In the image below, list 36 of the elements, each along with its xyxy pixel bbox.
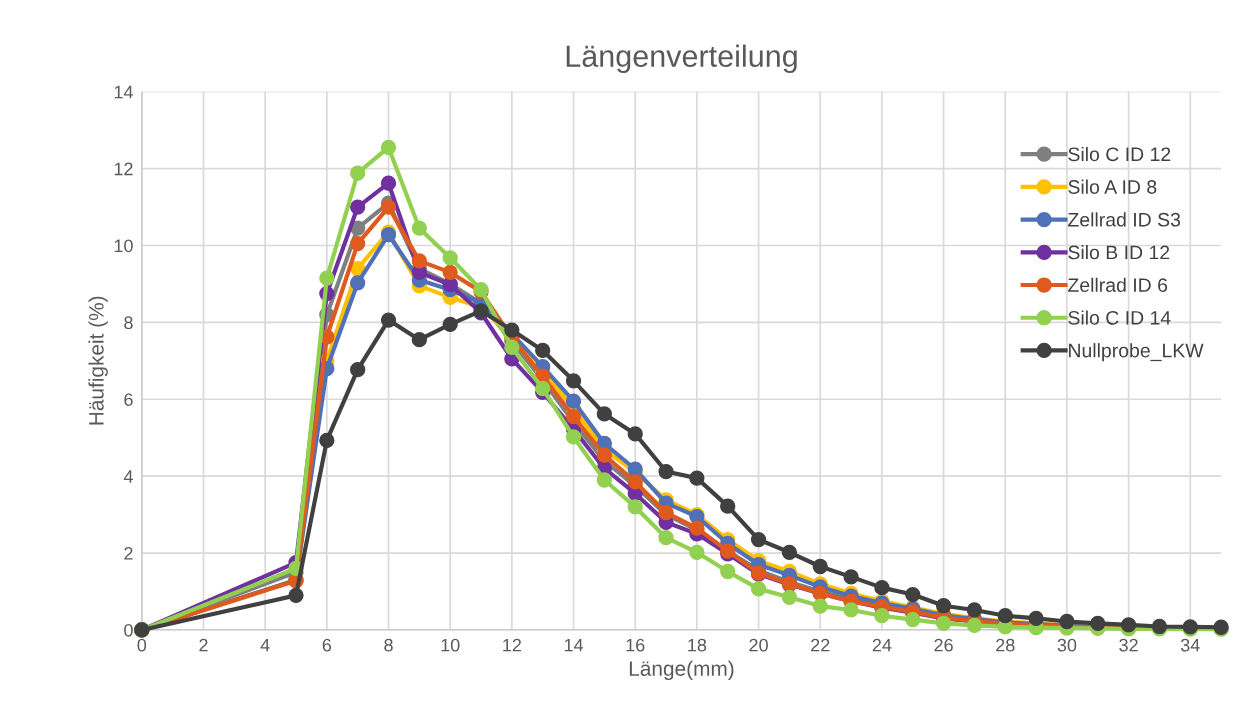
chart-title: Längenverteilung [566,44,797,74]
y-tick-label: 14 [114,85,133,99]
x-tick-label: 10 [441,638,460,652]
legend-label: Zellrad ID S3 [1068,212,1181,227]
legend-label: Silo A ID 8 [1068,179,1157,194]
y-tick-label: 0 [124,623,133,637]
legend-label: Zellrad ID 6 [1068,277,1168,293]
x-tick-label: 6 [322,638,332,652]
x-tick-label: 22 [811,638,830,652]
x-tick-label: 24 [872,638,892,652]
x-axis-title: Länge(mm) [629,660,734,681]
legend-label: Silo C ID 12 [1068,146,1171,162]
x-tick-label: 14 [564,638,584,652]
x-tick-label: 8 [384,638,393,652]
legend-label: Silo C ID 14 [1068,310,1171,325]
x-tick-label: 30 [1057,638,1077,652]
x-tick-label: 28 [996,638,1015,652]
legend-label: Nullprobe_LKW [1069,343,1204,362]
y-axis-title: Häufigkeit (%) [88,296,108,425]
x-tick-label: 32 [1119,638,1138,652]
x-tick-label: 26 [934,638,953,652]
y-tick-label: 4 [123,470,133,483]
x-tick-label: 0 [137,638,147,652]
y-tick-label: 10 [114,239,133,253]
y-tick-label: 2 [124,546,133,560]
y-tick-label: 12 [114,162,133,176]
x-tick-label: 16 [626,638,645,652]
x-tick-label: 12 [503,638,521,652]
x-tick-label: 20 [749,638,768,652]
y-tick-label: 6 [124,393,133,406]
x-tick-label: 2 [199,638,208,652]
y-tick-label: 8 [124,316,133,330]
x-tick-label: 34 [1180,638,1200,652]
x-tick-label: 18 [688,638,707,652]
legend-label: Silo B ID 12 [1068,245,1170,260]
x-tick-label: 4 [260,638,270,652]
